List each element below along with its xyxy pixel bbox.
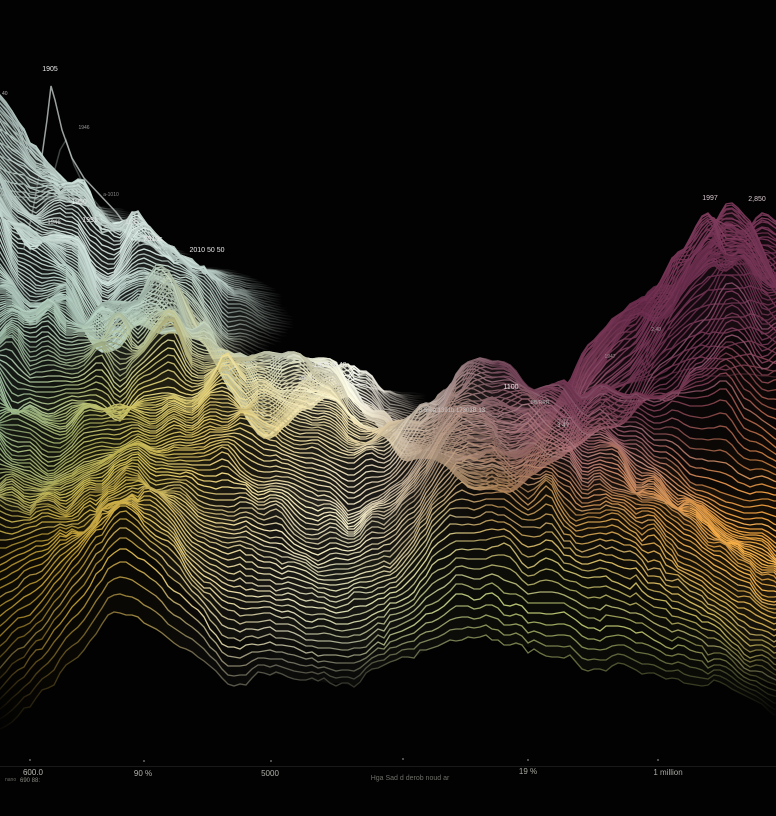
svg-text:2,850: 2,850 [748,196,766,203]
svg-text:1921: 1921 [125,220,139,226]
svg-text:40: 40 [2,91,8,97]
svg-text:Hga Sad d derob noud ar: Hga Sad d derob noud ar [371,775,450,782]
svg-text:8 5%a 1391b 17303B 13: 8 5%a 1391b 17303B 13 [419,408,486,414]
svg-text:1950: 1950 [71,199,87,206]
svg-text:690 88:: 690 88: [20,778,40,784]
svg-text:1905: 1905 [42,66,58,73]
svg-text:1947: 1947 [604,354,615,360]
svg-text:90 %: 90 % [134,769,152,778]
svg-text:1991: 1991 [82,217,98,224]
svg-text:1 million: 1 million [653,768,682,777]
svg-text:19 %: 19 % [519,767,537,776]
svg-text:2,40: 2,40 [651,327,661,333]
svg-text:5000: 5000 [261,769,279,778]
svg-text:nano: nano [5,777,16,783]
svg-text:BB/RRR: BB/RRR [531,400,550,406]
svg-text:1997: 1997 [702,195,718,202]
svg-text:3 4?: 3 4? [557,423,569,429]
svg-text:a-1010: a-1010 [103,192,119,198]
svg-text:2-02: 2-02 [558,419,568,425]
svg-text:1920 0140: 1920 0140 [313,362,346,369]
svg-text:2005:: 2005: [298,376,313,382]
svg-text:1946: 1946 [47,220,61,226]
svg-text:2010 50 50: 2010 50 50 [189,247,224,254]
svg-text:2010s: 2010s [143,236,163,243]
svg-text:1100: 1100 [503,384,518,391]
svg-text:600.0: 600.0 [23,768,44,777]
svg-text:1946: 1946 [78,125,89,131]
